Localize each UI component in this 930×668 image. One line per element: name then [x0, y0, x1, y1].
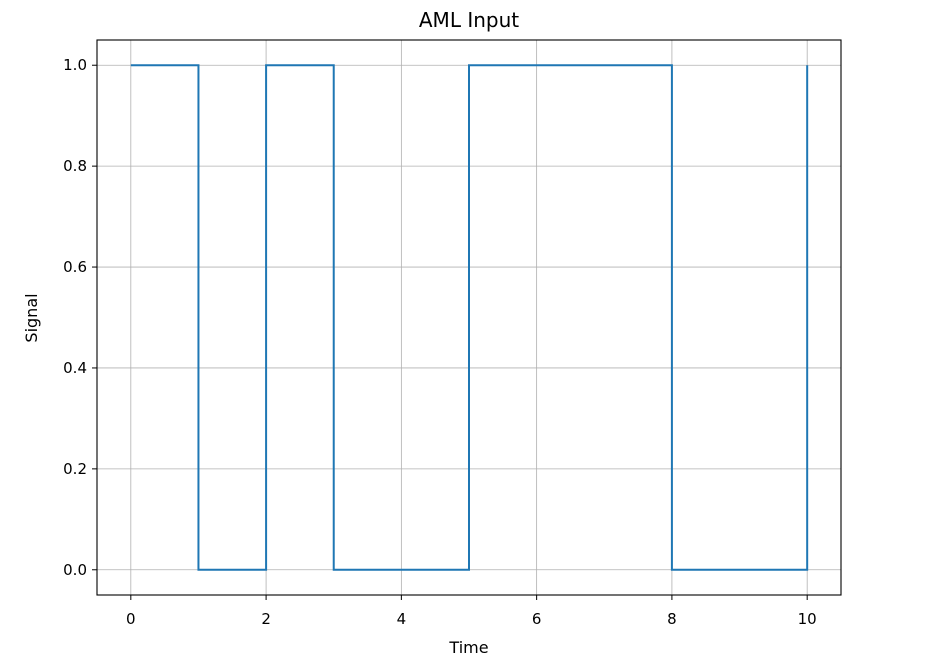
x-tick-label: 10 — [798, 610, 817, 628]
y-tick-label: 0.2 — [63, 460, 87, 478]
y-tick-label: 1.0 — [63, 56, 87, 74]
plot-frame — [96, 39, 842, 596]
x-axis-ticks: 0 2 4 6 8 10 — [126, 595, 817, 628]
x-tick-label: 8 — [667, 610, 677, 628]
y-axis-label: Signal — [22, 293, 41, 342]
x-tick-label: 6 — [532, 610, 542, 628]
x-tick-label: 0 — [126, 610, 136, 628]
x-tick-label: 2 — [261, 610, 271, 628]
x-axis-label: Time — [448, 638, 488, 657]
y-tick-label: 0.0 — [63, 561, 87, 579]
series-line — [130, 64, 809, 571]
y-tick-label: 0.8 — [63, 157, 87, 175]
chart-title: AML Input — [419, 8, 519, 32]
series-layer — [130, 64, 809, 571]
y-axis-ticks: 0.0 0.2 0.4 0.6 0.8 1.0 — [63, 56, 97, 579]
y-tick-label: 0.6 — [63, 258, 87, 276]
y-tick-label: 0.4 — [63, 359, 87, 377]
x-tick-label: 4 — [397, 610, 407, 628]
